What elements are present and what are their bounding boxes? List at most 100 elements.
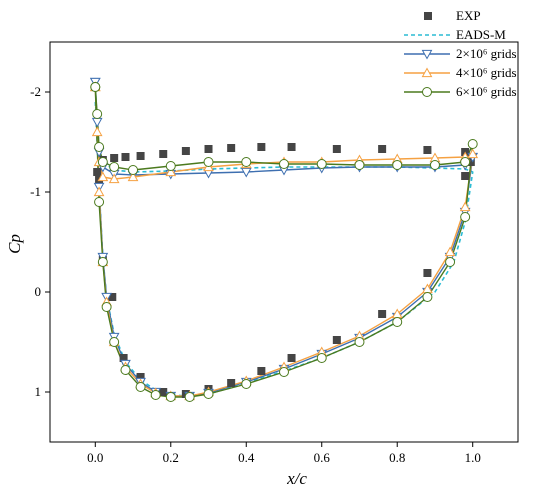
data-point bbox=[392, 317, 403, 327]
data-point bbox=[444, 246, 456, 257]
data-point bbox=[90, 82, 101, 92]
data-point bbox=[445, 257, 456, 267]
data-point bbox=[332, 145, 341, 153]
x-tick-label: 0.4 bbox=[238, 450, 255, 465]
data-point bbox=[91, 126, 103, 137]
data-point bbox=[108, 173, 120, 184]
series-lines bbox=[94, 81, 474, 398]
data-point bbox=[97, 157, 108, 167]
data-point bbox=[97, 171, 109, 182]
data-point bbox=[159, 150, 168, 158]
data-point bbox=[136, 373, 145, 381]
x-tick-label: 0.8 bbox=[389, 450, 405, 465]
data-point bbox=[316, 353, 327, 363]
series-line-2 bbox=[94, 81, 474, 397]
data-point bbox=[392, 160, 403, 170]
x-tick-label: 0.0 bbox=[87, 450, 103, 465]
data-point bbox=[467, 139, 478, 149]
legend-item: 6×10⁶ grids bbox=[404, 84, 517, 99]
data-point bbox=[109, 162, 120, 172]
data-point bbox=[467, 148, 479, 159]
y-tick-label: -2 bbox=[30, 84, 41, 99]
data-point bbox=[165, 392, 176, 402]
legend-item: 4×10⁶ grids bbox=[404, 65, 517, 80]
data-point bbox=[204, 145, 213, 153]
series-line-3 bbox=[94, 86, 474, 397]
data-point bbox=[241, 379, 252, 389]
x-tick-label: 0.2 bbox=[163, 450, 179, 465]
legend-marker bbox=[424, 12, 432, 20]
data-point bbox=[110, 154, 119, 162]
y-axis-title: Cp bbox=[5, 234, 24, 254]
data-point bbox=[108, 293, 117, 301]
data-point bbox=[127, 171, 139, 182]
data-point bbox=[429, 160, 440, 170]
legend-label: 4×10⁶ grids bbox=[456, 65, 517, 80]
data-point bbox=[354, 337, 365, 347]
data-point bbox=[287, 143, 296, 151]
data-point bbox=[241, 157, 252, 167]
data-point bbox=[459, 201, 471, 212]
data-point bbox=[101, 302, 112, 312]
y-axis: 1 0 -1 -2 bbox=[30, 84, 50, 399]
plot-frame bbox=[49, 41, 519, 443]
legend-label: EADS-M bbox=[456, 27, 506, 42]
data-point bbox=[287, 354, 296, 362]
data-point bbox=[257, 367, 266, 375]
data-point bbox=[93, 186, 105, 197]
data-point bbox=[422, 292, 433, 302]
x-axis-title: x/c bbox=[286, 469, 307, 488]
data-point bbox=[203, 157, 214, 167]
data-point bbox=[240, 167, 252, 178]
data-point bbox=[92, 109, 103, 119]
legend-label: EXP bbox=[456, 8, 481, 23]
data-point bbox=[227, 379, 236, 387]
data-point bbox=[279, 367, 289, 377]
data-point bbox=[184, 392, 195, 402]
data-point bbox=[279, 159, 289, 169]
y-tick-label: 1 bbox=[35, 384, 42, 399]
data-point bbox=[93, 168, 102, 176]
data-point bbox=[119, 354, 128, 362]
data-point bbox=[227, 144, 236, 152]
data-point bbox=[332, 336, 341, 344]
data-point bbox=[94, 142, 105, 152]
data-point bbox=[159, 388, 168, 396]
legend-marker bbox=[421, 49, 433, 60]
data-point bbox=[466, 158, 475, 166]
data-point bbox=[460, 157, 471, 167]
legend-item: 2×10⁶ grids bbox=[404, 46, 517, 61]
data-point bbox=[128, 165, 139, 175]
legend: EXP EADS-M 2×10⁶ grids 4×10⁶ grids 6×10⁶ gri… bbox=[404, 8, 517, 99]
data-point bbox=[378, 310, 387, 318]
x-tick-label: 0.6 bbox=[314, 450, 331, 465]
x-tick-label: 1.0 bbox=[465, 450, 481, 465]
data-point bbox=[121, 153, 130, 161]
data-point bbox=[203, 389, 214, 399]
series-line-1 bbox=[94, 101, 474, 397]
legend-label: 6×10⁶ grids bbox=[456, 84, 517, 99]
y-tick-label: -1 bbox=[30, 184, 41, 199]
data-point bbox=[165, 161, 176, 171]
data-point bbox=[109, 337, 120, 347]
data-point bbox=[150, 390, 161, 400]
data-point bbox=[181, 147, 190, 155]
legend-label: 2×10⁶ grids bbox=[456, 46, 517, 61]
data-point bbox=[97, 257, 108, 267]
data-point bbox=[91, 117, 103, 128]
data-point bbox=[94, 197, 105, 207]
y-tick-label: 0 bbox=[35, 284, 42, 299]
data-point bbox=[257, 143, 266, 151]
legend-marker bbox=[421, 67, 433, 78]
data-point bbox=[135, 382, 146, 392]
data-point bbox=[316, 159, 327, 169]
series-markers bbox=[89, 77, 479, 402]
x-axis: 0.0 0.2 0.4 0.6 0.8 1.0 bbox=[87, 442, 481, 465]
data-point bbox=[354, 160, 365, 170]
legend-item: EXP bbox=[424, 8, 481, 23]
data-point bbox=[461, 172, 470, 180]
data-point bbox=[423, 146, 432, 154]
data-point bbox=[423, 269, 432, 277]
data-point bbox=[378, 145, 387, 153]
